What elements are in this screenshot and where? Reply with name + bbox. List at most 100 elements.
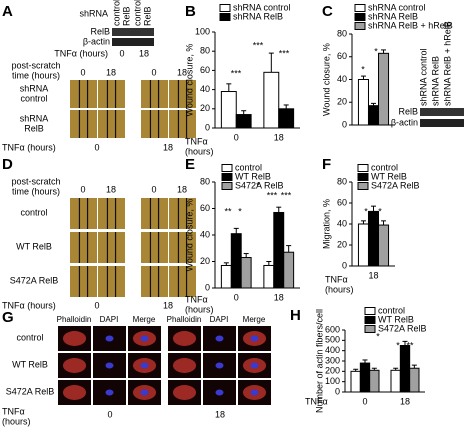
lane-label: control	[132, 0, 142, 26]
y-tick-label: 60	[337, 197, 347, 207]
legend-swatch	[221, 173, 233, 181]
y-axis-label: Wound closure, %	[184, 199, 194, 272]
legend-swatch	[364, 325, 376, 333]
label: Phalloidin	[167, 315, 202, 324]
nucleus	[215, 335, 224, 342]
micrograph-texture	[141, 232, 168, 263]
significance: *	[364, 206, 368, 216]
legend-label: shRNA control	[233, 2, 291, 12]
bar	[399, 345, 411, 393]
y-tick-label: 300	[325, 355, 340, 365]
legend-label: shRNA RelB	[233, 11, 283, 21]
micrograph	[169, 110, 196, 138]
label: 18	[215, 409, 225, 419]
nucleus	[105, 362, 114, 369]
label: β-actin	[83, 36, 110, 46]
micrograph	[98, 80, 125, 108]
y-tick-label: 40	[337, 74, 347, 84]
label: 0	[80, 184, 85, 194]
label: TNFα (hours)	[54, 48, 108, 58]
cell	[62, 331, 87, 346]
micrograph	[141, 80, 168, 108]
micrograph-texture	[169, 110, 196, 138]
label: 18	[139, 48, 149, 58]
legend-swatch	[354, 22, 366, 30]
y-tick-label: 0	[205, 122, 210, 132]
y-axis-label: Migration, %	[321, 199, 331, 249]
label: shRNA	[79, 8, 108, 18]
micrograph-texture	[98, 80, 125, 108]
label: 0	[80, 67, 85, 77]
micrograph-texture	[70, 198, 97, 229]
micrograph-texture	[98, 198, 125, 229]
micrograph-texture	[70, 266, 97, 297]
micrograph-texture	[98, 232, 125, 263]
bar	[273, 211, 285, 289]
micrograph	[141, 110, 168, 138]
nucleus	[140, 389, 149, 396]
label: Merge	[133, 315, 156, 324]
lane-label: shRNA control	[418, 48, 428, 106]
y-tick-label: 100	[195, 26, 210, 36]
label: post-scratch	[11, 60, 60, 70]
significance: ***	[267, 190, 278, 200]
label: 0	[94, 142, 99, 152]
significance: *	[374, 46, 378, 56]
x-axis-label: (hours)	[325, 284, 354, 294]
significance: ***	[279, 48, 290, 58]
y-tick-label: 100	[325, 376, 340, 386]
x-tick-label: 0	[234, 292, 239, 302]
y-tick-label: 40	[200, 229, 210, 239]
label: time (hours)	[12, 186, 60, 196]
legend-swatch	[221, 182, 233, 190]
y-tick-label: 60	[200, 65, 210, 75]
label: 18	[177, 67, 187, 77]
lane-label: RelB	[142, 6, 152, 26]
legend-label: shRNA RelB + hRelB	[368, 20, 453, 30]
legend-label: control	[235, 162, 262, 172]
significance: *	[378, 206, 382, 216]
micrograph	[70, 266, 97, 297]
micrograph-texture	[98, 266, 125, 297]
micrograph	[70, 198, 97, 229]
micrograph	[169, 80, 196, 108]
panel-label: C	[322, 3, 333, 20]
nucleus	[250, 362, 259, 369]
label: WT RelB	[16, 241, 52, 251]
significance: *	[396, 340, 400, 350]
micrograph	[70, 80, 97, 108]
legend-label: S472A RelB	[371, 180, 420, 190]
y-tick-label: 0	[205, 282, 210, 292]
micrograph	[98, 110, 125, 138]
nucleus	[215, 362, 224, 369]
micrograph	[70, 232, 97, 263]
x-axis-label: TNFα	[305, 396, 328, 406]
y-tick-label: 60	[200, 203, 210, 213]
bar	[283, 251, 295, 289]
label: 0	[119, 48, 124, 58]
nucleus	[250, 389, 259, 396]
micrograph	[98, 232, 125, 263]
micrograph	[169, 266, 196, 297]
x-axis-label: TNFα	[325, 274, 348, 284]
bar	[230, 233, 242, 289]
micrograph	[141, 232, 168, 263]
x-tick-label: 0	[234, 132, 239, 142]
y-tick-label: 40	[337, 218, 347, 228]
image-panels	[112, 28, 464, 127]
bar	[220, 264, 232, 289]
bar	[240, 257, 252, 289]
significance: ***	[253, 40, 264, 50]
panel-label: G	[2, 309, 14, 326]
cell	[62, 358, 87, 373]
significance: **	[406, 340, 414, 350]
micrograph-texture	[169, 80, 196, 108]
legend-label: shRNA RelB	[368, 11, 418, 21]
y-tick-label: 200	[325, 366, 340, 376]
micrograph	[141, 266, 168, 297]
bar	[390, 369, 401, 393]
micrograph-texture	[169, 266, 196, 297]
bar	[378, 224, 390, 267]
legend-swatch	[354, 4, 366, 12]
significance: ***	[231, 68, 242, 78]
